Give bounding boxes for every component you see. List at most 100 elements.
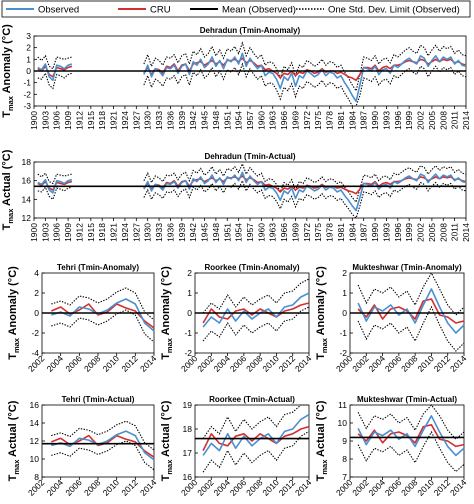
x-tick-label: 1918 (97, 111, 107, 130)
x-tick-label: 1960 (256, 111, 266, 130)
y-axis-label-main: T (1, 111, 13, 118)
std-upper-line (51, 287, 155, 321)
y-axis-label: Tmax Anomaly (°C) (315, 266, 329, 360)
y-tick-label: -2 (23, 89, 31, 99)
x-tick-label: 1990 (370, 223, 380, 242)
std-lower-line (51, 309, 155, 343)
x-tick-label: 1909 (63, 111, 73, 130)
y-axis-label: Tmax Anomaly (°C) (160, 266, 174, 360)
y-axis-label: Tmax Actual (°C) (315, 400, 329, 481)
std-lower-line (51, 440, 155, 471)
cru-line (357, 298, 465, 324)
x-tick-label: 1915 (86, 223, 96, 242)
y-axis-label-sub: max (12, 459, 21, 475)
y-tick-label: 18 (22, 157, 32, 167)
x-tick-label: 2002 (195, 353, 216, 374)
y-tick-label: 16 (22, 176, 32, 186)
y-tick-label: 2 (342, 268, 347, 278)
chart-title: Roorkee (Tmin-Actual) (209, 395, 295, 404)
plot-frame (41, 404, 155, 478)
std-upper-line (357, 271, 465, 316)
x-tick-label: 1912 (74, 223, 84, 242)
x-tick-label: 2010 (260, 353, 281, 374)
x-tick-label: 2002 (195, 477, 216, 498)
cru-line (202, 425, 310, 451)
x-tick-label: 2000 (179, 353, 200, 374)
chart-panel-4: Mukteshwar (Tmin-Anomaly) -2 -1 0 1 2 20002002… (315, 263, 469, 374)
chart-panel-3: Roorkee (Tmin-Anomaly)-2-101220002002200… (160, 263, 314, 374)
y-tick-label: 0 (34, 308, 39, 318)
x-tick-label: 2008 (399, 477, 420, 498)
x-tick-label: 2008 (438, 223, 448, 242)
y-axis-label-main: T (315, 474, 327, 481)
x-tick-label: 1936 (165, 111, 175, 130)
x-tick-label: 2011 (450, 111, 460, 130)
x-tick-label: 1996 (393, 111, 403, 130)
x-tick-label: 1948 (211, 111, 221, 130)
std-upper-line (51, 420, 155, 451)
y-tick-label: 10 (30, 454, 40, 464)
y-axis-label-rest: Actual (°C) (7, 400, 19, 459)
chart-title: Dehradun (Tmin-Actual) (204, 152, 295, 161)
std-upper-line (143, 41, 467, 93)
observed-line (357, 288, 465, 334)
x-tick-label: 2014 (448, 477, 469, 498)
y-axis-label-sub: max (320, 337, 329, 353)
y-axis-label-rest: Anomaly (°C) (315, 266, 327, 338)
x-tick-label: 1936 (165, 223, 175, 242)
x-tick-label: 1945 (200, 223, 210, 242)
y-tick-label: -4 (31, 348, 39, 358)
cru-line (357, 423, 465, 448)
y-tick-label: 0 (342, 308, 347, 318)
x-tick-label: 2004 (367, 477, 388, 498)
std-lower-line (202, 306, 310, 342)
x-tick-label: 2010 (101, 477, 122, 498)
y-tick-label: 19 (183, 400, 193, 410)
y-tick-label: -2 (339, 348, 347, 358)
x-tick-label: 2008 (82, 353, 103, 374)
chart-title: Roorkee (Tmin-Anomaly) (204, 263, 299, 272)
x-tick-label: 1927 (131, 111, 141, 130)
x-tick-label: 2014 (138, 477, 159, 498)
y-tick-label: -1 (184, 328, 192, 338)
y-axis-label-rest: Actual (°C) (1, 149, 13, 208)
y-tick-label: 2 (34, 288, 39, 298)
x-tick-label: 2010 (415, 353, 436, 374)
x-tick-label: 2002 (350, 477, 371, 498)
observed-line (51, 430, 155, 461)
x-tick-label: 2014 (461, 111, 471, 130)
x-tick-label: 1990 (370, 111, 380, 130)
y-axis-label-sub: max (6, 208, 15, 224)
plot-frame (33, 161, 467, 219)
x-tick-label: 1993 (381, 111, 391, 130)
y-axis-label-sub: max (320, 459, 329, 475)
x-tick-label: 2011 (450, 223, 460, 242)
y-axis-label-main: T (315, 353, 327, 360)
x-tick-label: 2008 (82, 477, 103, 498)
x-tick-label: 2002 (26, 477, 47, 498)
x-tick-label: 2006 (63, 477, 84, 498)
chart-panel-2: Tehri (Tmin-Anomaly)-4-20242002200420062… (7, 263, 159, 374)
chart-title: Dehradun (Tmin-Anomaly) (200, 26, 301, 35)
cru-line (202, 302, 310, 324)
x-tick-label: 2002 (416, 111, 426, 130)
x-tick-label: 1951 (222, 111, 232, 130)
x-tick-label: 1903 (40, 223, 50, 242)
x-tick-label: 1903 (40, 111, 50, 130)
y-axis-label-main: T (1, 223, 13, 230)
x-tick-label: 2010 (101, 353, 122, 374)
observed-line (357, 414, 465, 457)
x-tick-label: 2012 (277, 353, 298, 374)
x-tick-label: 2012 (277, 477, 298, 498)
x-tick-label: 1948 (211, 223, 221, 242)
x-tick-label: 1924 (120, 111, 130, 130)
y-tick-label: 14 (30, 418, 40, 428)
x-tick-label: 1972 (302, 111, 312, 130)
x-tick-label: 2008 (438, 111, 448, 130)
y-tick-label: 7 (342, 472, 347, 482)
x-tick-label: 1963 (268, 223, 278, 242)
x-tick-label: 2014 (138, 353, 159, 374)
x-tick-label: 1972 (302, 223, 312, 242)
y-tick-label: 4 (34, 268, 39, 278)
